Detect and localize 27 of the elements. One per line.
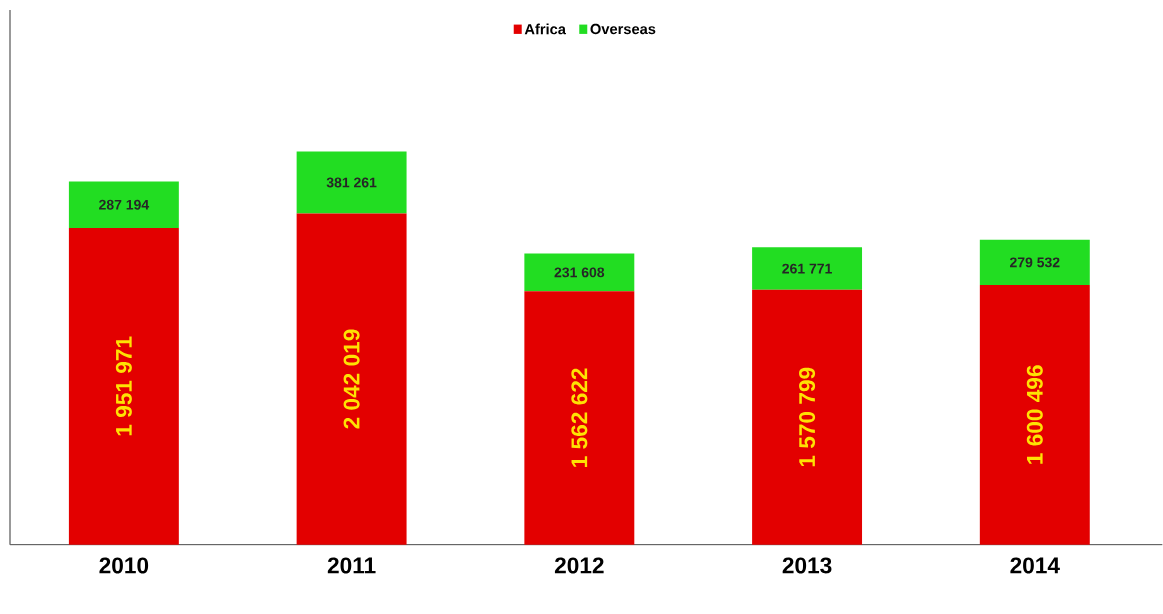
- data-label: 1 600 496: [1026, 365, 1043, 464]
- legend-label: Overseas: [590, 23, 656, 35]
- data-label: 279 532: [1010, 257, 1060, 268]
- data-label: 287 194: [99, 199, 150, 210]
- data-label: 2 042 019: [343, 329, 360, 429]
- bar: [752, 290, 863, 545]
- x-tick-label: 2010: [99, 557, 149, 574]
- legend-label: Africa: [524, 23, 567, 35]
- bar: [68, 228, 179, 545]
- bar: [524, 291, 635, 545]
- data-label: 1 951 971: [115, 336, 132, 436]
- data-label: 1 562 622: [571, 368, 588, 468]
- data-label: 231 608: [554, 267, 605, 278]
- bar: [979, 285, 1090, 545]
- x-tick-label: 2011: [327, 557, 376, 574]
- bar: [296, 213, 407, 545]
- bar: [979, 239, 1090, 286]
- bar: [296, 151, 407, 214]
- bar: [524, 253, 635, 292]
- x-tick-label: 2012: [554, 557, 604, 574]
- x-tick-label: 2014: [1010, 557, 1060, 574]
- bar: [68, 181, 179, 229]
- data-label: 261 771: [782, 263, 832, 274]
- data-label: 1 570 799: [799, 367, 816, 467]
- x-tick-label: 2013: [782, 557, 832, 574]
- data-label: 381 261: [326, 177, 377, 188]
- bar: [752, 247, 863, 290]
